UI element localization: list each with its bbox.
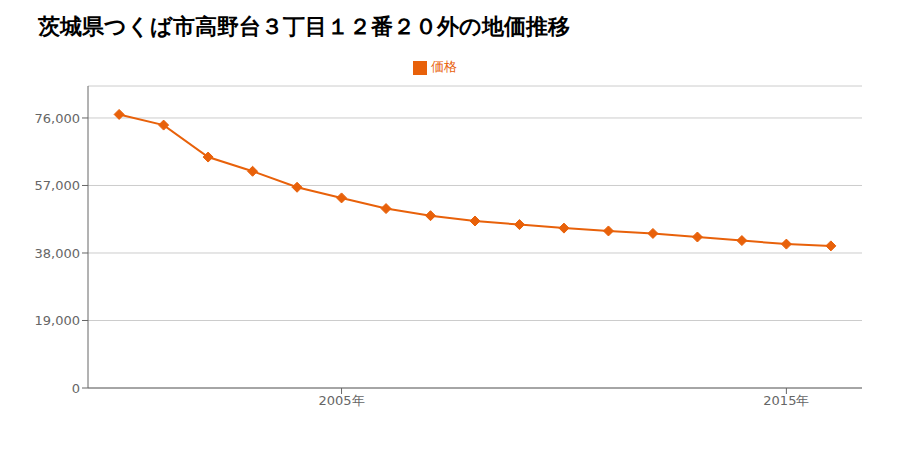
svg-text:2005年: 2005年 — [319, 393, 365, 408]
svg-text:38,000: 38,000 — [35, 246, 81, 261]
html-text:茨城県つくば市高野台３丁目１２番２０外の地価推移: 茨城県つくば市高野台３丁目１２番２０外の地価推移 — [38, 14, 570, 39]
svg-text:2015年: 2015年 — [763, 393, 809, 408]
svg-text:76,000: 76,000 — [35, 111, 81, 126]
svg-text:19,000: 19,000 — [35, 313, 81, 328]
svg-text:57,000: 57,000 — [35, 178, 81, 193]
svg-text:0: 0 — [72, 381, 80, 396]
html-text:価格: 価格 — [431, 59, 457, 74]
